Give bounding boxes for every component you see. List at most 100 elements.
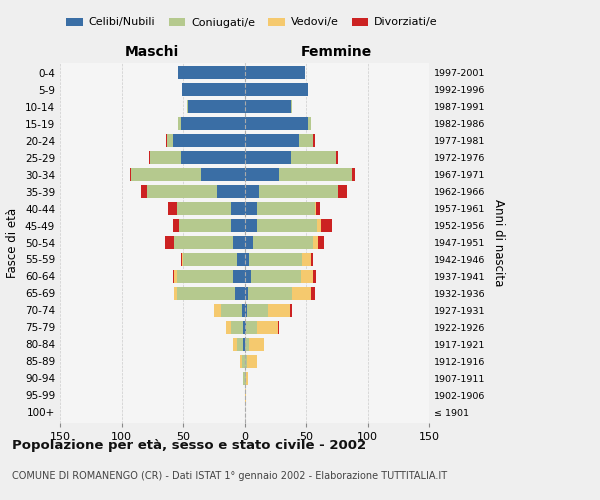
Bar — [245, 202, 257, 215]
Bar — [187, 100, 188, 114]
Bar — [233, 270, 245, 283]
Bar — [319, 236, 325, 249]
Bar — [245, 354, 247, 368]
Bar — [250, 338, 264, 351]
Bar — [257, 202, 314, 215]
Bar — [167, 134, 173, 147]
Bar — [245, 304, 247, 317]
Bar — [175, 270, 177, 283]
Bar — [175, 236, 233, 249]
Bar — [231, 202, 245, 215]
Bar — [237, 338, 243, 351]
Bar — [250, 253, 302, 266]
Bar — [335, 151, 338, 164]
Bar — [245, 253, 250, 266]
Bar — [245, 83, 308, 96]
Bar — [308, 117, 311, 130]
Bar — [302, 253, 311, 266]
Bar — [313, 236, 319, 249]
Bar — [242, 354, 245, 368]
Bar — [188, 100, 245, 114]
Bar — [177, 287, 235, 300]
Bar — [183, 253, 237, 266]
Text: COMUNE DI ROMANENGO (CR) - Dati ISTAT 1° gennaio 2002 - Elaborazione TUTTITALIA.: COMUNE DI ROMANENGO (CR) - Dati ISTAT 1°… — [12, 471, 447, 481]
Bar — [245, 100, 291, 114]
Bar — [251, 270, 301, 283]
Bar — [221, 304, 242, 317]
Bar — [311, 253, 313, 266]
Bar — [352, 168, 355, 181]
Bar — [245, 287, 248, 300]
Bar — [292, 287, 311, 300]
Bar — [164, 236, 175, 249]
Bar — [233, 236, 245, 249]
Bar — [235, 287, 245, 300]
Bar — [243, 321, 245, 334]
Bar — [245, 372, 246, 385]
Bar — [231, 219, 245, 232]
Bar — [248, 287, 292, 300]
Bar — [173, 134, 245, 147]
Bar — [313, 134, 314, 147]
Bar — [338, 185, 347, 198]
Bar — [317, 219, 321, 232]
Bar — [246, 372, 248, 385]
Bar — [226, 321, 231, 334]
Bar — [148, 185, 217, 198]
Bar — [291, 100, 292, 114]
Bar — [245, 117, 308, 130]
Text: Femmine: Femmine — [301, 45, 373, 59]
Bar — [131, 168, 202, 181]
Bar — [231, 321, 243, 334]
Bar — [237, 253, 245, 266]
Bar — [243, 372, 245, 385]
Bar — [181, 151, 245, 164]
Bar — [257, 219, 317, 232]
Bar — [314, 202, 316, 215]
Bar — [242, 304, 245, 317]
Bar — [253, 236, 313, 249]
Bar — [217, 185, 245, 198]
Bar — [245, 151, 291, 164]
Bar — [178, 117, 181, 130]
Bar — [245, 66, 305, 80]
Bar — [245, 388, 246, 402]
Bar — [175, 287, 177, 300]
Bar — [257, 321, 278, 334]
Bar — [245, 321, 246, 334]
Legend: Celibi/Nubili, Coniugati/e, Vedovi/e, Divorziati/e: Celibi/Nubili, Coniugati/e, Vedovi/e, Di… — [62, 13, 442, 32]
Bar — [141, 185, 148, 198]
Bar — [239, 354, 242, 368]
Bar — [247, 354, 257, 368]
Bar — [313, 270, 316, 283]
Bar — [168, 202, 177, 215]
Bar — [311, 287, 314, 300]
Bar — [291, 151, 335, 164]
Bar — [214, 304, 221, 317]
Bar — [299, 134, 313, 147]
Bar — [245, 134, 299, 147]
Bar — [279, 168, 352, 181]
Text: Popolazione per età, sesso e stato civile - 2002: Popolazione per età, sesso e stato civil… — [12, 440, 366, 452]
Bar — [150, 151, 181, 164]
Bar — [233, 338, 237, 351]
Bar — [245, 338, 250, 351]
Text: Maschi: Maschi — [125, 45, 179, 59]
Bar — [245, 270, 251, 283]
Bar — [268, 304, 290, 317]
Bar — [179, 219, 231, 232]
Bar — [181, 253, 182, 266]
Bar — [278, 321, 279, 334]
Bar — [182, 253, 183, 266]
Bar — [177, 202, 231, 215]
Bar — [259, 185, 338, 198]
Bar — [245, 236, 253, 249]
Bar — [130, 168, 131, 181]
Bar — [316, 202, 320, 215]
Bar — [173, 270, 175, 283]
Bar — [245, 168, 279, 181]
Bar — [301, 270, 313, 283]
Bar — [202, 168, 245, 181]
Bar — [245, 219, 257, 232]
Bar — [166, 134, 167, 147]
